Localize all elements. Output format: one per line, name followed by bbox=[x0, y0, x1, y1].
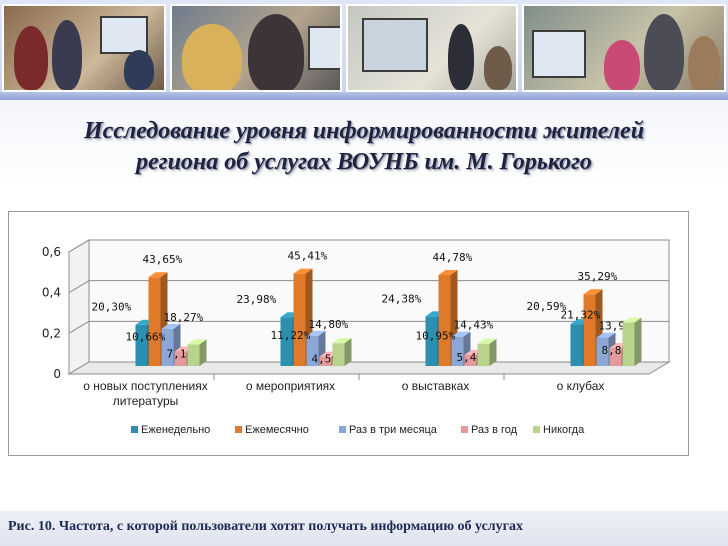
bar-top bbox=[306, 330, 326, 336]
data-label: 11,22% bbox=[271, 329, 311, 342]
header-photo-3 bbox=[346, 4, 518, 92]
gridline-side bbox=[68, 320, 90, 334]
bar bbox=[174, 351, 187, 366]
x-category-label: о клубах bbox=[557, 379, 605, 393]
gridline-side bbox=[68, 239, 90, 253]
y-tick-label: 0,4 bbox=[42, 286, 61, 300]
header-photo-4 bbox=[522, 4, 726, 92]
x-category-label: о новых поступлениях bbox=[83, 379, 207, 393]
bar bbox=[425, 316, 438, 366]
bar-top bbox=[148, 272, 168, 278]
data-label: 18,27% bbox=[164, 311, 204, 324]
bar bbox=[332, 343, 345, 366]
legend-swatch bbox=[533, 426, 540, 433]
bar bbox=[570, 324, 583, 366]
bar-side bbox=[634, 317, 642, 366]
x-category-label: литературы bbox=[113, 394, 179, 408]
bar bbox=[596, 337, 609, 366]
figure-caption-bar: Рис. 10. Частота, с которой пользователи… bbox=[0, 511, 728, 546]
data-label: 45,41% bbox=[288, 250, 328, 263]
data-label: 14,43% bbox=[454, 319, 494, 332]
header-photo-strip bbox=[0, 0, 728, 100]
bar-chart: 00,20,40,620,30%43,65%18,27%7,11%10,66%о… bbox=[42, 239, 671, 436]
bar bbox=[477, 343, 490, 366]
bar-top bbox=[477, 338, 497, 344]
y-tick-label: 0 bbox=[53, 367, 61, 381]
data-label: 10,95% bbox=[416, 330, 456, 343]
y-tick-label: 0,6 bbox=[42, 245, 61, 259]
bar bbox=[583, 294, 596, 366]
bar bbox=[609, 348, 622, 366]
legend-label: Ежемесячно bbox=[245, 424, 309, 436]
legend-label: Раз в год bbox=[471, 424, 518, 436]
data-label: 23,98% bbox=[237, 293, 277, 306]
legend-swatch bbox=[235, 426, 242, 433]
legend-label: Раз в три месяца bbox=[349, 424, 438, 436]
bar bbox=[438, 274, 451, 366]
data-label: 10,66% bbox=[126, 330, 166, 343]
legend-swatch bbox=[461, 426, 468, 433]
data-label: 14,80% bbox=[309, 318, 349, 331]
bar-top bbox=[161, 323, 181, 329]
bar bbox=[464, 354, 477, 366]
bar-top bbox=[622, 317, 642, 323]
x-category-label: о мероприятиях bbox=[246, 379, 335, 393]
data-label: 24,38% bbox=[382, 292, 422, 305]
bar bbox=[306, 335, 319, 366]
data-label: 35,29% bbox=[578, 270, 618, 283]
data-label: 20,30% bbox=[92, 301, 132, 314]
legend-swatch bbox=[131, 426, 138, 433]
header-photo-2 bbox=[170, 4, 342, 92]
page-title-line-2: региона об услугах ВОУНБ им. М. Горького bbox=[136, 149, 592, 175]
y-tick-label: 0,2 bbox=[42, 326, 61, 340]
x-category-label: о выставках bbox=[402, 379, 470, 393]
bar-top bbox=[583, 289, 603, 295]
bar bbox=[148, 277, 161, 366]
chart-frame: 0 0,2 0,4 0,6 20,30% 43,65% 18,27% 7,11% 10,66% о… bbox=[8, 211, 689, 456]
legend-label: Никогда bbox=[543, 424, 585, 436]
bar bbox=[135, 324, 148, 366]
header-photo-1 bbox=[2, 4, 166, 92]
figure-caption: Рис. 10. Частота, с которой пользователи… bbox=[8, 519, 524, 534]
bar bbox=[187, 344, 200, 366]
data-label: 44,78% bbox=[433, 251, 473, 264]
bar-side bbox=[344, 338, 352, 366]
bar bbox=[293, 273, 306, 366]
bar bbox=[161, 328, 174, 366]
data-label: 20,59% bbox=[527, 300, 567, 313]
page-title-line-1: Исследование уровня информированности жи… bbox=[83, 118, 645, 144]
header-divider bbox=[0, 92, 728, 100]
bar bbox=[280, 317, 293, 366]
bar bbox=[319, 356, 332, 366]
bar-side bbox=[489, 338, 497, 366]
chart-floor bbox=[67, 361, 671, 375]
bar-top bbox=[596, 332, 616, 338]
data-label: 21,32% bbox=[561, 309, 601, 322]
bar bbox=[451, 336, 464, 366]
legend-swatch bbox=[339, 426, 346, 433]
bar-side bbox=[199, 339, 207, 366]
gridline-side bbox=[68, 280, 90, 294]
bar-top bbox=[293, 268, 313, 274]
chart-side-wall bbox=[68, 239, 90, 375]
legend-label: Еженедельно bbox=[141, 424, 210, 436]
title-area: Исследование уровня информированности жи… bbox=[0, 100, 728, 188]
data-label: 43,65% bbox=[143, 253, 183, 266]
bar-top bbox=[451, 331, 471, 337]
bar bbox=[622, 322, 635, 366]
bar-top bbox=[332, 338, 352, 344]
bar-top bbox=[438, 269, 458, 275]
bar-top bbox=[187, 339, 207, 345]
